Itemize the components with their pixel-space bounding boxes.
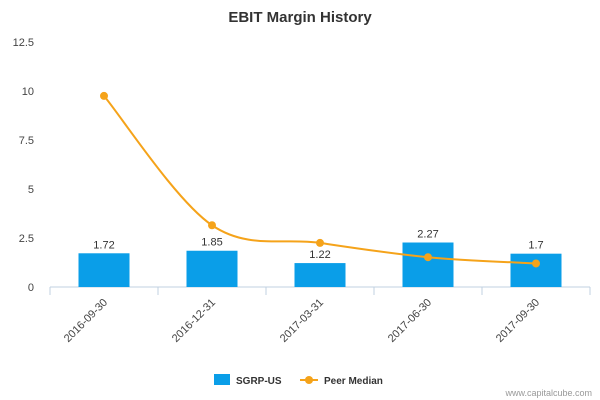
y-axis: 0 2.5 5 7.5 10 12.5 xyxy=(13,37,34,294)
peer-median-point xyxy=(316,239,324,247)
legend-item-sgrp[interactable]: SGRP-US xyxy=(214,374,282,387)
legend-item-peer-median[interactable]: Peer Median xyxy=(300,376,383,387)
bar-data-label: 1.22 xyxy=(309,249,330,261)
line-series xyxy=(100,92,540,268)
bar xyxy=(403,243,454,287)
bar-data-label: 1.85 xyxy=(201,237,222,249)
chart-title: EBIT Margin History xyxy=(228,9,372,26)
y-tick-label: 10 xyxy=(22,86,34,98)
legend-swatch-bar xyxy=(214,374,230,385)
peer-median-point xyxy=(208,221,216,229)
y-tick-label: 2.5 xyxy=(19,233,34,245)
x-axis: 2016-09-30 2016-12-31 2017-03-31 2017-06-30… xyxy=(50,287,590,345)
x-tick-label: 2017-06-30 xyxy=(386,297,434,345)
legend-label-sgrp: SGRP-US xyxy=(236,376,282,387)
peer-median-point xyxy=(532,259,540,267)
bar-data-label: 1.7 xyxy=(528,240,543,252)
peer-median-line xyxy=(104,96,536,264)
legend: SGRP-US Peer Median xyxy=(214,374,383,387)
x-tick-label: 2017-09-30 xyxy=(494,297,542,345)
x-tick-label: 2017-03-31 xyxy=(278,297,326,345)
x-tick-label: 2016-09-30 xyxy=(62,297,110,345)
bar xyxy=(187,251,238,287)
y-tick-label: 0 xyxy=(28,282,34,294)
bar xyxy=(79,253,130,287)
bar-data-label: 1.72 xyxy=(93,239,114,251)
x-tick-label: 2016-12-31 xyxy=(170,297,218,345)
bar xyxy=(511,254,562,287)
y-tick-label: 5 xyxy=(28,184,34,196)
peer-median-point xyxy=(424,253,432,261)
peer-median-point xyxy=(100,92,108,100)
legend-swatch-marker xyxy=(305,376,313,384)
bar xyxy=(295,263,346,287)
credit-text[interactable]: www.capitalcube.com xyxy=(504,388,592,398)
y-tick-label: 12.5 xyxy=(13,37,34,49)
y-tick-label: 7.5 xyxy=(19,135,34,147)
bar-data-label: 2.27 xyxy=(417,229,438,241)
legend-label-peer-median: Peer Median xyxy=(324,376,383,387)
